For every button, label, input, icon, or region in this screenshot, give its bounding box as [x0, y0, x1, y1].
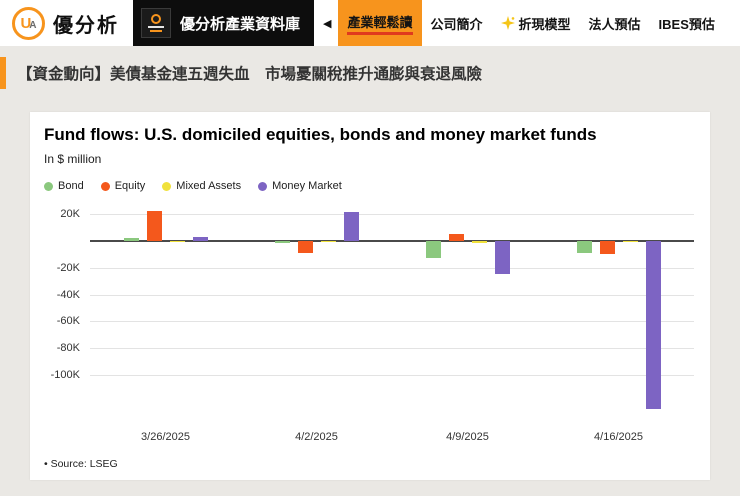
bar-bond	[576, 240, 592, 253]
nav-label: 公司簡介	[430, 16, 483, 32]
plot-row: 20K -20K -40K -60K -80K -100K	[44, 204, 694, 422]
bar-equity	[599, 240, 615, 255]
nav-item-industry-easy-read[interactable]: 產業輕鬆讀	[338, 0, 422, 46]
gridline	[90, 348, 694, 350]
y-axis: 20K -20K -40K -60K -80K -100K	[44, 204, 90, 422]
chart-card: Fund flows: U.S. domiciled equities, bon…	[30, 112, 710, 480]
bar-mixed-assets	[169, 240, 185, 242]
legend-dot-equity	[100, 181, 110, 191]
chart-source: • Source: LSEG	[44, 458, 118, 471]
legend-item-bond: Bond	[44, 180, 84, 192]
nav-label: 產業輕鬆讀	[347, 12, 413, 35]
bar-bond	[425, 240, 441, 259]
ua-logo-icon[interactable]: U A	[12, 6, 45, 40]
bar-equity	[297, 240, 313, 253]
legend-item-money-market: Money Market	[258, 180, 342, 192]
logo-letter-a: A	[29, 19, 37, 31]
legend-label: Mixed Assets	[176, 180, 242, 193]
nav-item-analyst-estimates[interactable]: 法人預估	[580, 0, 650, 46]
legend-item-equity: Equity	[100, 180, 146, 193]
bar-equity	[448, 233, 464, 241]
x-axis: 3/26/2025 4/2/2025 4/9/2025 4/16/2025	[90, 431, 694, 445]
bar-mixed-assets	[471, 240, 487, 243]
brand[interactable]: U A 優分析	[0, 6, 119, 40]
nav-item-company-intro[interactable]: 公司簡介	[422, 0, 492, 46]
legend-label: Bond	[58, 180, 84, 193]
x-tick-label: 4/9/2025	[446, 431, 489, 444]
bar-money-market	[192, 236, 208, 241]
y-tick-label: -40K	[56, 288, 80, 301]
nav-label: IBES預估	[658, 16, 715, 32]
legend-dot-mixed-assets	[162, 181, 172, 191]
y-tick-label: -80K	[56, 342, 80, 355]
bar-bond	[274, 240, 290, 244]
y-tick-label: -60K	[56, 315, 80, 328]
library-banner[interactable]: 優分析產業資料庫	[133, 0, 315, 46]
gridline	[90, 321, 694, 323]
bar-money-market	[343, 212, 359, 241]
chart-subtitle: In $ million	[44, 152, 102, 167]
y-tick-label: -100K	[50, 369, 80, 382]
brand-name[interactable]: 優分析	[53, 14, 119, 37]
nav-item-dcf-model[interactable]: 折現模型	[492, 0, 580, 46]
chart-title: Fund flows: U.S. domiciled equities, bon…	[44, 125, 597, 144]
legend-label: Equity	[114, 180, 146, 193]
main-nav: 產業輕鬆讀 公司簡介 折現模型 法人預估 IBES預估	[338, 0, 723, 46]
zero-axis-line	[90, 239, 694, 242]
gridline	[90, 267, 694, 269]
logo-letter-u: U	[20, 14, 32, 32]
library-banner-label: 優分析產業資料庫	[180, 15, 301, 33]
legend-label: Money Market	[272, 180, 342, 193]
gridline	[90, 213, 694, 215]
nav-label: 折現模型	[518, 16, 571, 32]
legend-dot-bond	[44, 181, 53, 191]
bar-money-market	[494, 240, 510, 275]
library-logo-icon	[141, 8, 171, 38]
collapse-arrow-icon[interactable]: ◀	[323, 17, 332, 30]
bar-bond	[123, 238, 139, 241]
bar-mixed-assets	[320, 240, 336, 242]
gridline	[90, 294, 694, 296]
x-tick-label: 4/2/2025	[295, 431, 338, 444]
sparkle-icon	[500, 16, 515, 30]
article-headline: 【資金動向】美債基金連五週失血 市場憂關稅推升通膨與衰退風險	[0, 57, 740, 89]
legend-dot-money-market	[258, 181, 268, 191]
headline-text: 【資金動向】美債基金連五週失血 市場憂關稅推升通膨與衰退風險	[17, 66, 483, 83]
bar-money-market	[645, 240, 661, 409]
chart-legend: Bond Equity Mixed Assets Money Market	[44, 180, 694, 192]
legend-item-mixed-assets: Mixed Assets	[162, 180, 241, 192]
bar-mixed-assets	[622, 240, 638, 242]
x-tick-label: 3/26/2025	[141, 431, 190, 444]
top-header: U A 優分析 優分析產業資料庫 ◀ 產業輕鬆讀 公司簡介 折現模型 法人預估	[0, 0, 740, 46]
bar-equity	[146, 211, 162, 241]
y-tick-label: 20K	[60, 207, 80, 220]
chart-plot	[90, 204, 694, 422]
y-tick-label: -20K	[56, 261, 80, 274]
nav-label: 法人預估	[588, 16, 641, 32]
x-tick-label: 4/16/2025	[594, 431, 643, 444]
gridline	[90, 375, 694, 377]
nav-item-ibes-estimates[interactable]: IBES預估	[650, 0, 724, 46]
